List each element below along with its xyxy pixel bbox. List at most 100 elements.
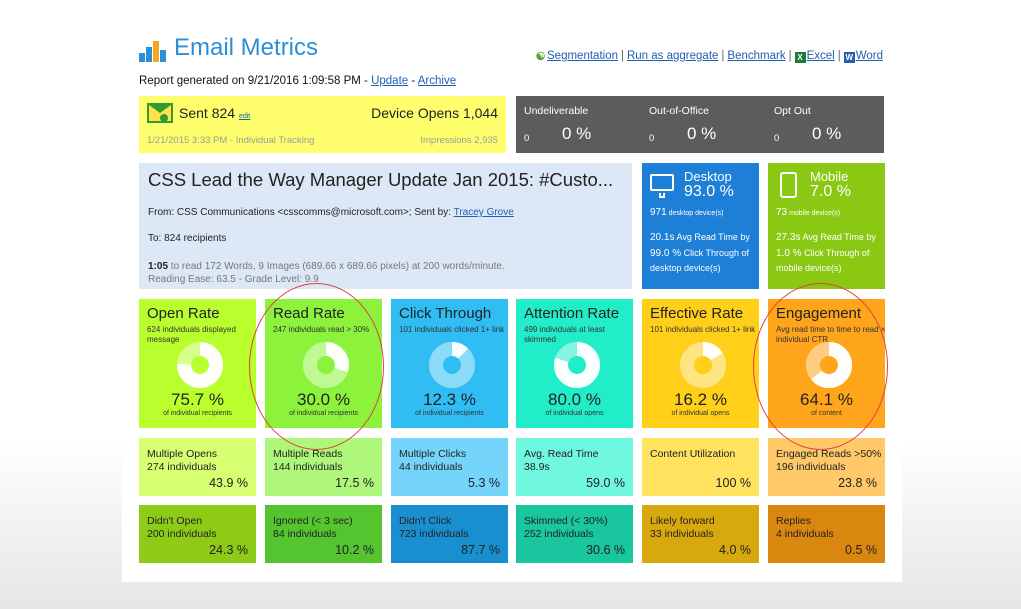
update-link[interactable]: Update bbox=[371, 75, 409, 87]
metric-footnote: of individual recipients bbox=[163, 410, 232, 417]
metric-tile[interactable]: Effective Rate 101 individuals clicked 1+… bbox=[642, 299, 759, 428]
device-click-through-tail: desktop device(s) bbox=[650, 263, 721, 273]
tile-value: 43.9 % bbox=[209, 476, 248, 490]
tile-sub-text: 200 individuals bbox=[147, 528, 217, 540]
metric-subtitle: 101 individuals clicked 1+ link bbox=[650, 325, 756, 334]
avg-read-value: 20.1s bbox=[650, 232, 675, 243]
benchmark-link[interactable]: Benchmark bbox=[727, 50, 786, 62]
device-count-value: 73 bbox=[776, 207, 788, 218]
tile-label-text: Engaged Reads >50% bbox=[776, 448, 882, 460]
click-through-value: 99.0 % bbox=[650, 248, 682, 259]
detail-tile[interactable]: Avg. Read Time 38.9s 59.0 % bbox=[516, 438, 633, 496]
tile-sub-text: 144 individuals bbox=[273, 461, 343, 473]
metric-value: 75.7 % bbox=[171, 390, 224, 409]
tile-sub-text: 252 individuals bbox=[524, 528, 594, 540]
detail-tile[interactable]: Likely forward 33 individuals 4.0 % bbox=[642, 505, 759, 563]
tile-label: Ignored (< 3 sec) 84 individuals bbox=[273, 515, 353, 541]
donut-chart bbox=[177, 342, 223, 388]
annotation-circle bbox=[753, 283, 888, 450]
detail-tile[interactable]: Didn't Click 723 individuals 87.7 % bbox=[391, 505, 508, 563]
word-icon: W bbox=[843, 52, 855, 63]
metric-tile[interactable]: Click Through 101 individuals clicked 1+ … bbox=[391, 299, 508, 428]
device-click-through-tail: mobile device(s) bbox=[776, 263, 842, 273]
read-time-line: 1:05 to read 172 Words, 9 Images (689.66… bbox=[148, 261, 505, 272]
donut-chart bbox=[680, 342, 726, 388]
status-percent: 0 % bbox=[812, 124, 842, 143]
click-through-label: Click Through of bbox=[801, 248, 870, 258]
edit-link[interactable]: edit bbox=[238, 113, 251, 120]
donut-fill bbox=[680, 342, 726, 388]
tile-sub-text: 44 individuals bbox=[399, 461, 463, 473]
avg-read-label: Avg Read Time by bbox=[674, 232, 750, 242]
status-count: 0 bbox=[774, 133, 780, 144]
metric-value: 16.2 % bbox=[674, 390, 727, 409]
detail-tile[interactable]: Multiple Clicks 44 individuals 5.3 % bbox=[391, 438, 508, 496]
message-from: From: CSS Communications <csscomms@micro… bbox=[148, 207, 514, 218]
metric-title: Click Through bbox=[399, 305, 492, 322]
metric-tile[interactable]: Open Rate 624 individuals displayed messa… bbox=[139, 299, 256, 428]
donut-chart bbox=[429, 342, 475, 388]
monitor-icon bbox=[650, 174, 674, 198]
impressions: Impressions 2,935 bbox=[420, 135, 498, 146]
sent-count: Sent 824 bbox=[179, 105, 236, 121]
donut-fill bbox=[554, 342, 600, 388]
tile-value: 30.6 % bbox=[586, 543, 625, 557]
detail-tile[interactable]: Multiple Opens 274 individuals 43.9 % bbox=[139, 438, 256, 496]
tile-sub-text: 196 individuals bbox=[776, 461, 846, 473]
excel-link[interactable]: Excel bbox=[806, 50, 835, 62]
tile-label: Didn't Click 723 individuals bbox=[399, 515, 468, 541]
segmentation-link[interactable]: Segmentation bbox=[547, 50, 618, 62]
avg-read-value: 27.3s bbox=[776, 232, 801, 243]
tile-label-text: Multiple Clicks bbox=[399, 448, 467, 460]
avg-read-label: Avg Read Time by bbox=[800, 232, 876, 242]
tile-sub-text: 4 individuals bbox=[776, 528, 834, 540]
tile-label: Multiple Clicks 44 individuals bbox=[399, 448, 466, 474]
run-aggregate-link[interactable]: Run as aggregate bbox=[626, 50, 719, 62]
message-summary-tile: CSS Lead the Way Manager Update Jan 2015… bbox=[139, 163, 632, 289]
bar-chart-icon bbox=[139, 38, 167, 62]
tile-value: 5.3 % bbox=[468, 476, 500, 490]
mobile-tile: Mobile 7.0 % 73 mobile device(s) 27.3s Avg … bbox=[768, 163, 885, 289]
detail-tile[interactable]: Skimmed (< 30%) 252 individuals 30.6 % bbox=[516, 505, 633, 563]
tile-label-text: Skimmed (< 30%) bbox=[524, 515, 608, 527]
tile-label-text: Multiple Reads bbox=[273, 448, 343, 460]
metric-title: Effective Rate bbox=[650, 305, 744, 322]
tile-label: Didn't Open 200 individuals bbox=[147, 515, 216, 541]
device-count: 73 mobile device(s) bbox=[776, 205, 840, 221]
detail-tile[interactable]: Content Utilization 100 % bbox=[642, 438, 759, 496]
status-label: Opt Out bbox=[774, 105, 811, 117]
tile-label: Avg. Read Time 38.9s bbox=[524, 448, 599, 474]
detail-tile[interactable]: Ignored (< 3 sec) 84 individuals 10.2 % bbox=[265, 505, 382, 563]
sender-link[interactable]: Tracey Grove bbox=[453, 207, 514, 218]
people-icon: ☯ bbox=[535, 51, 546, 63]
tile-value: 4.0 % bbox=[719, 543, 751, 557]
tile-label: Content Utilization bbox=[650, 448, 735, 461]
device-avg-read: 20.1s Avg Read Time by bbox=[650, 230, 750, 245]
metric-subtitle: 101 individuals clicked 1+ link bbox=[399, 325, 505, 334]
tile-sub-text: 38.9s bbox=[524, 461, 550, 473]
tile-value: 24.3 % bbox=[209, 543, 248, 557]
annotation-circle bbox=[249, 283, 384, 450]
detail-tile[interactable]: Replies 4 individuals 0.5 % bbox=[768, 505, 885, 563]
tile-label: Multiple Opens 274 individuals bbox=[147, 448, 217, 474]
metric-tile[interactable]: Attention Rate 499 individuals at least s… bbox=[516, 299, 633, 428]
sent-tile: Sent 824 edit Device Opens 1,044 1/21/20… bbox=[139, 96, 506, 153]
status-percent: 0 % bbox=[562, 124, 592, 143]
tile-label: Multiple Reads 144 individuals bbox=[273, 448, 342, 474]
status-percent: 0 % bbox=[687, 124, 717, 143]
metric-title: Attention Rate bbox=[524, 305, 620, 322]
message-to: To: 824 recipients bbox=[148, 233, 227, 244]
tile-label: Likely forward 33 individuals bbox=[650, 515, 715, 541]
message-subject: CSS Lead the Way Manager Update Jan 2015… bbox=[148, 169, 614, 190]
delivery-status-tile: Undeliverable 0 0 % Out-of-Office 0 0 % Opt Ou… bbox=[516, 96, 884, 153]
device-percent: 7.0 % bbox=[810, 183, 851, 200]
archive-link[interactable]: Archive bbox=[417, 75, 457, 87]
detail-tile[interactable]: Didn't Open 200 individuals 24.3 % bbox=[139, 505, 256, 563]
phone-icon bbox=[780, 172, 797, 198]
word-link[interactable]: Word bbox=[855, 50, 883, 62]
click-through-value: 1.0 % bbox=[776, 248, 802, 259]
tile-label-text: Multiple Opens bbox=[147, 448, 218, 460]
tile-label-text: Didn't Open bbox=[147, 515, 203, 527]
status-count: 0 bbox=[524, 133, 530, 144]
status-label: Out-of-Office bbox=[649, 105, 709, 117]
